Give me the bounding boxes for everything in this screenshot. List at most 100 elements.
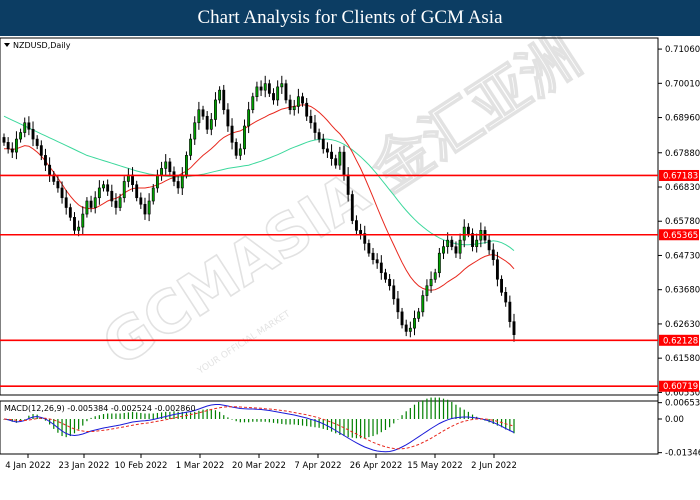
candle-bear — [355, 220, 358, 231]
candle-bear — [44, 155, 47, 166]
candle-bear — [288, 99, 292, 111]
macd-hist-bar — [219, 411, 221, 419]
macd-hist-bar — [405, 411, 407, 419]
macd-hist-bar — [359, 419, 362, 439]
candle-bear — [350, 194, 354, 221]
candle-bear — [363, 233, 367, 244]
symbol-label: NZDUSD,Daily — [13, 41, 71, 50]
macd-hist-bar — [202, 409, 204, 419]
macd-hist-bar — [364, 419, 366, 439]
candle-bear — [388, 278, 392, 287]
macd-hist-bar — [127, 412, 129, 419]
macd-axis-ticks: 0.006534 0.00 -0.013464 — [658, 399, 700, 459]
macd-hist-bar — [11, 419, 13, 422]
candle-bull — [238, 148, 242, 156]
macd-hist-bar — [409, 408, 411, 419]
candle-bear — [400, 311, 404, 326]
candle-bear — [325, 148, 329, 153]
macd-hist-bar — [272, 419, 275, 423]
macd-hist-bar — [330, 419, 333, 432]
macd-hist-bar — [422, 400, 424, 419]
macd-hist-bar — [442, 398, 445, 419]
level-price-tag — [659, 334, 699, 346]
candle-bull — [437, 252, 441, 274]
candle-bear — [367, 243, 371, 254]
candle-bear — [27, 122, 31, 130]
macd-hist-bar — [248, 419, 250, 423]
date-tick-label: 10 Feb 2022 — [115, 461, 168, 471]
date-tick-label: 1 Mar 2022 — [176, 461, 224, 471]
candle-bull — [197, 109, 201, 124]
candle-bear — [359, 230, 363, 234]
date-tick-label: 7 Apr 2022 — [294, 461, 341, 471]
macd-hist-bar — [447, 399, 449, 419]
candle-bull — [180, 174, 184, 189]
macd-hist-bar — [206, 409, 208, 419]
price-tick-label: 0.65780 — [665, 217, 700, 227]
candle-bear — [317, 132, 321, 140]
macd-hist-bar — [426, 398, 428, 419]
candle-bear — [392, 285, 396, 300]
macd-hist-bar — [194, 411, 196, 419]
candle-bull — [276, 86, 280, 101]
candlesticks — [2, 75, 516, 342]
macd-hist-bar — [368, 419, 370, 438]
candle-bear — [512, 321, 516, 335]
price-tick-label: 0.70010 — [665, 79, 700, 89]
price-tick-label: 0.61580 — [665, 354, 700, 364]
macd-hist-bar — [293, 419, 295, 425]
macd-hist-bar — [434, 397, 436, 419]
candle-bull — [338, 151, 342, 166]
symbol-dropdown-icon[interactable] — [4, 43, 10, 47]
macd-hist-bar — [243, 419, 246, 423]
date-tick-label: 4 Jan 2022 — [5, 461, 51, 471]
candle-bear — [334, 158, 338, 166]
level-price-label: 0.67183 — [663, 171, 698, 181]
macd-hist-bar — [285, 419, 287, 425]
candle-bear — [487, 239, 491, 251]
macd-tick-label: 0.00 — [665, 415, 684, 425]
candle-bear — [491, 249, 495, 260]
macd-hist-bar — [78, 419, 80, 430]
candle-bear — [396, 298, 400, 313]
macd-hist-bar — [318, 419, 320, 428]
date-tick-label: 2 Jun 2022 — [471, 461, 517, 471]
macd-hist-bar — [301, 419, 304, 426]
candle-bear — [222, 89, 226, 111]
candle-bear — [404, 324, 408, 332]
candle-bull — [164, 161, 168, 169]
macd-hist-bar — [306, 419, 308, 427]
candle-bull — [97, 187, 101, 199]
macd-hist-bar — [451, 401, 453, 419]
sma-red-line — [4, 104, 515, 291]
candle-bull — [243, 125, 246, 150]
candle-bear — [139, 197, 143, 205]
candle-bull — [218, 89, 222, 101]
date-tick-label: 26 Apr 2022 — [350, 461, 403, 471]
candle-bear — [471, 233, 474, 247]
candle-bull — [429, 278, 433, 287]
candle-bear — [143, 203, 147, 215]
macd-hist-bar — [65, 419, 67, 438]
candle-bull — [214, 99, 217, 120]
macd-hist-bar — [210, 409, 212, 419]
candle-bull — [147, 200, 151, 215]
macd-hist-bar — [148, 413, 150, 419]
macd-hist-bar — [314, 419, 316, 428]
macd-hist-bar — [281, 419, 283, 424]
macd-hist-bar — [98, 415, 100, 419]
candle-bull — [81, 213, 85, 228]
candle-bear — [284, 83, 288, 101]
macd-label: MACD(12,26,9) -0.005384 -0.002524 -0.002… — [4, 404, 196, 413]
macd-hist-bar — [28, 415, 30, 419]
macd-hist-bar — [438, 397, 440, 419]
candle-bear — [172, 171, 176, 182]
macd-hist-bar — [198, 410, 200, 419]
macd-hist-bar — [44, 419, 47, 421]
level-price-label: 0.62128 — [663, 336, 698, 346]
macd-hist-bar — [252, 419, 254, 422]
candle-bear — [230, 125, 234, 143]
macd-hist-bar — [397, 419, 399, 420]
macd-hist-bar — [115, 413, 117, 419]
candle-bear — [201, 109, 205, 117]
